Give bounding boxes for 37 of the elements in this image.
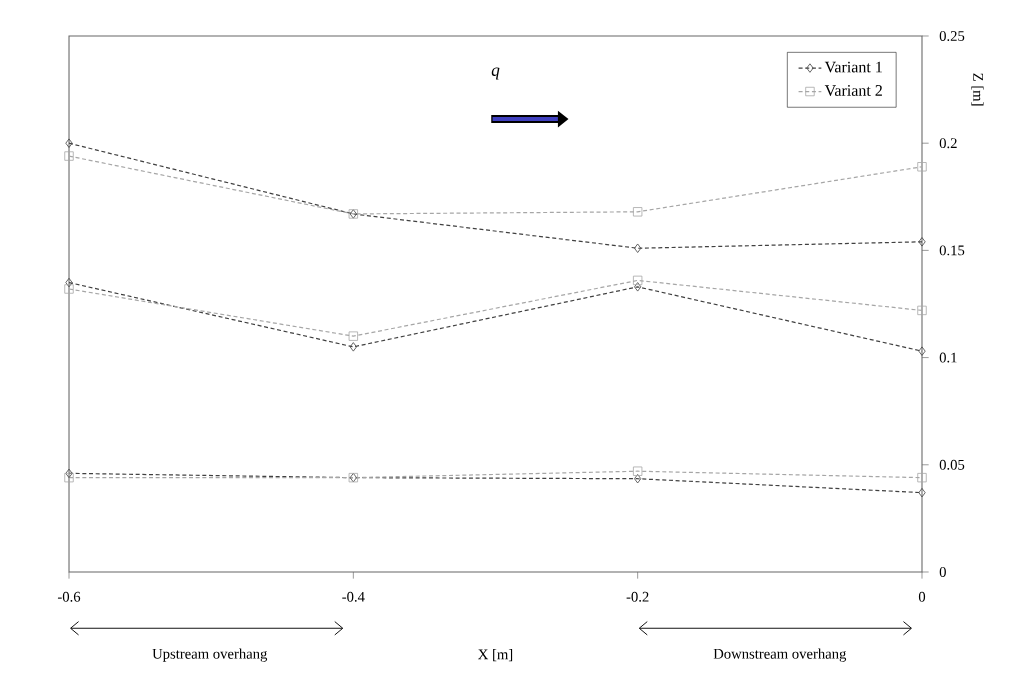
point: [918, 487, 926, 498]
y-tick-label: 0.25: [939, 31, 965, 41]
y-axis-title: Z [m]: [971, 73, 984, 106]
x-tick-label: 0: [918, 591, 926, 602]
legend-label: Variant 2: [824, 85, 882, 96]
x-tick-label: -0.6: [57, 591, 81, 602]
point: [64, 151, 74, 161]
x-tick-label: -0.2: [626, 591, 649, 602]
legend-label: Variant 1: [824, 61, 882, 73]
point: [633, 275, 643, 286]
y-tick-label: 0.05: [939, 459, 965, 470]
x-axis-title: X [m]: [478, 649, 513, 662]
point: [633, 466, 643, 476]
point: [634, 474, 642, 484]
text: Upstream overhang: [152, 648, 268, 662]
point: [918, 346, 926, 356]
point: [918, 237, 926, 247]
y-tick-label: 0.15: [939, 245, 965, 256]
point: [349, 342, 357, 352]
point: [917, 162, 927, 172]
text: Downstream overhang: [713, 648, 847, 662]
point: [65, 138, 73, 148]
point: [64, 472, 74, 483]
point: [348, 331, 358, 341]
annotation: q: [491, 67, 500, 80]
point: [634, 282, 642, 292]
point: [64, 284, 74, 294]
point: [634, 243, 642, 253]
y-tick-label: 0.2: [939, 138, 957, 149]
y-tick-label: 0.1: [939, 352, 957, 363]
y-tick-label: 0: [939, 567, 946, 577]
point: [633, 207, 643, 217]
point: [65, 277, 73, 288]
x-tick-label: -0.4: [342, 591, 365, 602]
point: [917, 305, 927, 316]
point: [917, 472, 927, 483]
point: [65, 468, 73, 479]
